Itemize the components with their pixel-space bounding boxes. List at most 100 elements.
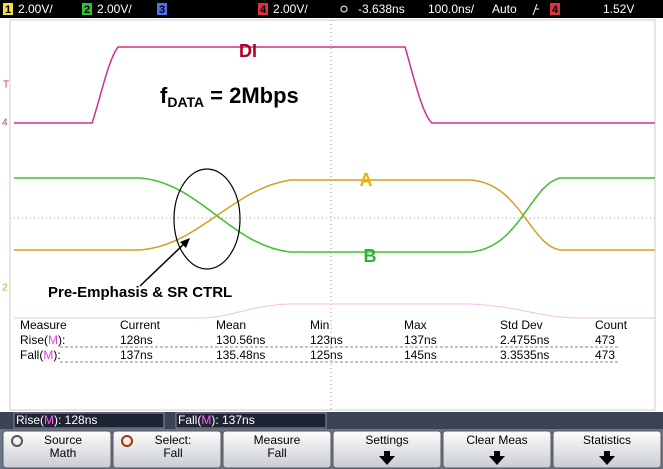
softkey-face	[552, 430, 662, 469]
status-part: M	[201, 413, 211, 427]
row-label-part: ):	[53, 348, 60, 362]
column-header: Std Dev	[500, 318, 543, 332]
ch1-number: 1	[5, 4, 11, 16]
cell: 128ns	[120, 333, 153, 347]
arrow-head	[180, 238, 190, 248]
status-part: Rise(	[16, 413, 44, 427]
status-text: Fall(M): 137ns	[178, 413, 255, 427]
note-label: Pre-Emphasis & SR CTRL	[48, 284, 232, 301]
softkey-label: Measure	[254, 433, 301, 447]
softkey-face	[442, 430, 552, 469]
fdata-label: fDATA = 2Mbps	[160, 83, 299, 110]
cell: 135.48ns	[216, 348, 265, 362]
fdata-sub: DATA	[167, 94, 204, 110]
softkey[interactable]: Clear Meas	[442, 430, 552, 469]
ch4-ground-marker: 4	[2, 118, 8, 129]
softkey-arrow	[379, 451, 395, 465]
trigger-edge-icon	[532, 3, 539, 16]
softkey-face	[332, 430, 442, 469]
softkey-arrow	[489, 451, 505, 465]
cell: 3.3535ns	[500, 348, 549, 362]
row-label: Fall(M):	[20, 348, 61, 362]
status-bar	[0, 412, 663, 429]
ch2-ground-marker: 2	[2, 283, 8, 294]
ch2-number: 2	[84, 4, 90, 16]
math-waveform	[14, 303, 655, 319]
softkey-face	[222, 430, 332, 469]
row-label-part: M	[48, 333, 58, 347]
softkey-label: Statistics	[583, 433, 631, 447]
delay: -3.638ns	[358, 2, 405, 16]
cell: 473	[595, 333, 615, 347]
trigger-marker: T	[3, 80, 9, 91]
column-header: Measure	[20, 318, 67, 332]
trigger-level: 1.52V	[603, 2, 634, 16]
status-part: Fall(	[178, 413, 201, 427]
timebase: 100.0ns/	[428, 2, 475, 16]
column-header: Mean	[216, 318, 246, 332]
trigger-source: 4	[552, 4, 559, 16]
row-label-part: M	[43, 348, 53, 362]
fdata-base: f	[160, 83, 168, 108]
cell: 130.56ns	[216, 333, 265, 347]
ch3-box	[157, 3, 167, 15]
ch3-number: 3	[159, 4, 165, 16]
status-part: M	[44, 413, 54, 427]
status-box	[13, 412, 165, 429]
softkey-label: Math	[50, 446, 77, 460]
cell: 473	[595, 348, 615, 362]
column-header: Current	[120, 318, 161, 332]
softkey-label: Clear Meas	[466, 433, 527, 447]
column-header: Count	[595, 318, 628, 332]
cell: 125ns	[310, 348, 343, 362]
softkey-face	[2, 430, 112, 469]
cell: 2.4755ns	[500, 333, 549, 347]
trigger-mode: Auto	[492, 2, 517, 16]
ch1-scale: 2.00V/	[18, 2, 53, 16]
softkey-label: Select:	[155, 433, 192, 447]
b-label: B	[364, 246, 377, 266]
ch1-box	[3, 3, 13, 15]
ch4-number: 4	[260, 4, 267, 16]
softkey-label: Source	[44, 433, 82, 447]
status-part: ): 137ns	[211, 413, 254, 427]
softkey-face	[112, 430, 222, 469]
status-text: Rise(M): 128ns	[16, 413, 97, 427]
cell: 137ns	[120, 348, 153, 362]
softkey-icon	[121, 435, 133, 447]
softkey[interactable]: Statistics	[552, 430, 662, 469]
highlight-ellipse	[173, 168, 241, 270]
ch2-scale: 2.00V/	[97, 2, 132, 16]
softkey-label: Settings	[365, 433, 408, 447]
column-header: Max	[404, 318, 427, 332]
cell: 123ns	[310, 333, 343, 347]
ch4-scale: 2.00V/	[273, 2, 308, 16]
fdata-rest: = 2Mbps	[210, 83, 299, 108]
softkey-label: Fall	[163, 446, 182, 460]
status-part: ): 128ns	[54, 413, 97, 427]
softkey-icon	[11, 435, 23, 447]
graticule-frame	[9, 19, 656, 411]
delay-icon	[340, 5, 348, 13]
softkey[interactable]: Settings	[332, 430, 442, 469]
b-waveform	[14, 177, 655, 253]
a-waveform	[14, 179, 655, 251]
di-waveform	[14, 46, 655, 124]
row-label-part: Rise(	[20, 333, 48, 347]
cell: 145ns	[404, 348, 437, 362]
softkey-arrow	[599, 451, 615, 465]
di-label: DI	[239, 41, 257, 61]
status-box	[175, 412, 327, 429]
trigger-source-box	[550, 3, 560, 15]
softkey-label: Fall	[267, 446, 286, 460]
row-label-part: Fall(	[20, 348, 43, 362]
column-header: Min	[310, 318, 329, 332]
softkey[interactable]: Select:Fall	[112, 430, 222, 469]
ch2-box	[82, 3, 92, 15]
row-label-part: ):	[58, 333, 65, 347]
a-label: A	[360, 170, 373, 190]
